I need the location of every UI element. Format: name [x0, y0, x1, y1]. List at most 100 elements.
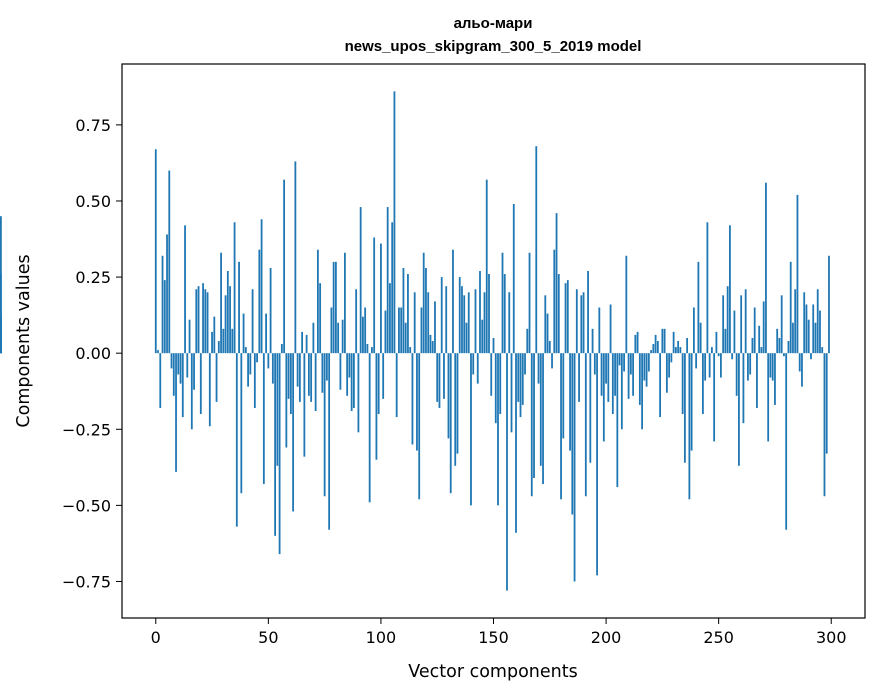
- bar-229: [670, 353, 673, 363]
- bar-233: [679, 347, 682, 354]
- bar-253: [724, 328, 727, 354]
- bar-105: [391, 222, 394, 354]
- bar-74: [321, 353, 324, 393]
- bar-280: [785, 353, 788, 530]
- bar-8: [172, 353, 175, 396]
- chart-subtitle: news_upos_skipgram_300_5_2019 model: [345, 38, 642, 55]
- bar-5: [166, 234, 168, 354]
- bar-54: [276, 353, 279, 466]
- bar-46: [258, 249, 261, 354]
- bar-194: [591, 328, 594, 354]
- bar-63: [296, 353, 299, 387]
- bar-282: [789, 261, 792, 354]
- y-tick-label: −0.25: [62, 420, 111, 439]
- bar-215: [638, 353, 641, 405]
- bar-147: [485, 179, 488, 354]
- bar-213: [634, 334, 637, 354]
- y-tick-label: −0.50: [62, 496, 111, 515]
- bar-14: [186, 353, 189, 378]
- bar-124: [434, 301, 436, 354]
- bar-291: [810, 353, 812, 360]
- bar-180: [560, 353, 562, 500]
- bar-250: [717, 353, 720, 357]
- bar-265: [751, 337, 754, 354]
- x-tick-label: 150: [478, 628, 509, 647]
- bar-277: [778, 337, 781, 354]
- bar-15: [188, 319, 191, 354]
- bar-267: [756, 353, 758, 408]
- bar-279: [783, 353, 785, 357]
- bar-182: [564, 283, 567, 354]
- bar-119: [422, 252, 425, 354]
- bar-9: [175, 353, 177, 472]
- bar-70: [312, 322, 315, 354]
- bar-163: [521, 353, 524, 405]
- bar-33: [229, 286, 231, 354]
- bar-288: [803, 292, 806, 354]
- bar-43: [251, 289, 254, 354]
- bar-141: [472, 353, 475, 375]
- bar-19: [197, 286, 200, 354]
- bar-13: [184, 225, 186, 354]
- bar-209: [625, 255, 628, 354]
- bar-44: [253, 353, 256, 408]
- bar-287: [801, 353, 803, 387]
- bar-72: [316, 249, 319, 354]
- bar-118: [420, 307, 423, 354]
- bar-20: [199, 353, 202, 415]
- bar-149: [490, 353, 493, 396]
- bar-153: [499, 353, 502, 415]
- bar-142: [474, 289, 477, 354]
- bar-80: [334, 261, 337, 354]
- bar-56: [280, 344, 283, 354]
- bar-283: [792, 322, 794, 354]
- bar-237: [688, 353, 691, 500]
- bar-88: [353, 353, 355, 408]
- bar-157: [508, 292, 511, 354]
- bar-273: [769, 353, 772, 378]
- bar-109: [400, 307, 403, 354]
- bar-281: [787, 341, 790, 354]
- bar-171: [539, 353, 542, 466]
- bar-29: [220, 252, 222, 354]
- x-tick-label: 0: [151, 628, 161, 647]
- bar-226: [663, 328, 666, 354]
- bar-50: [267, 353, 270, 369]
- bar-270: [762, 301, 765, 354]
- bar-187: [575, 289, 578, 354]
- bar-110: [402, 267, 405, 354]
- bar-77: [328, 353, 331, 530]
- bar-241: [697, 261, 700, 354]
- bar-230: [672, 331, 675, 354]
- bar-126: [438, 353, 441, 408]
- bar-106: [393, 91, 396, 354]
- bar-52: [271, 353, 274, 384]
- bar-35: [233, 222, 236, 354]
- bar-207: [620, 353, 623, 430]
- bar-198: [600, 353, 603, 396]
- bar-85: [346, 353, 349, 396]
- bar-139: [467, 292, 470, 354]
- bar-135: [458, 277, 461, 354]
- bar-132: [452, 249, 454, 354]
- bar-278: [780, 295, 783, 354]
- bar-166: [528, 252, 531, 354]
- bar-102: [384, 310, 387, 354]
- bar-25: [211, 331, 213, 354]
- bar-71: [314, 353, 317, 412]
- bar-134: [456, 353, 459, 454]
- bar-144: [479, 270, 481, 354]
- bar-191: [584, 353, 587, 497]
- bar-87: [350, 353, 353, 412]
- bar-251: [720, 353, 722, 378]
- bar-274: [771, 353, 774, 381]
- bar-236: [686, 337, 689, 354]
- bar-36: [235, 353, 238, 527]
- bar-168: [533, 353, 535, 478]
- bar-275: [774, 353, 776, 405]
- bar-84: [343, 252, 346, 354]
- bar-289: [805, 304, 808, 354]
- bar-266: [753, 307, 756, 354]
- bar-238: [690, 353, 693, 451]
- bar-232: [677, 341, 680, 354]
